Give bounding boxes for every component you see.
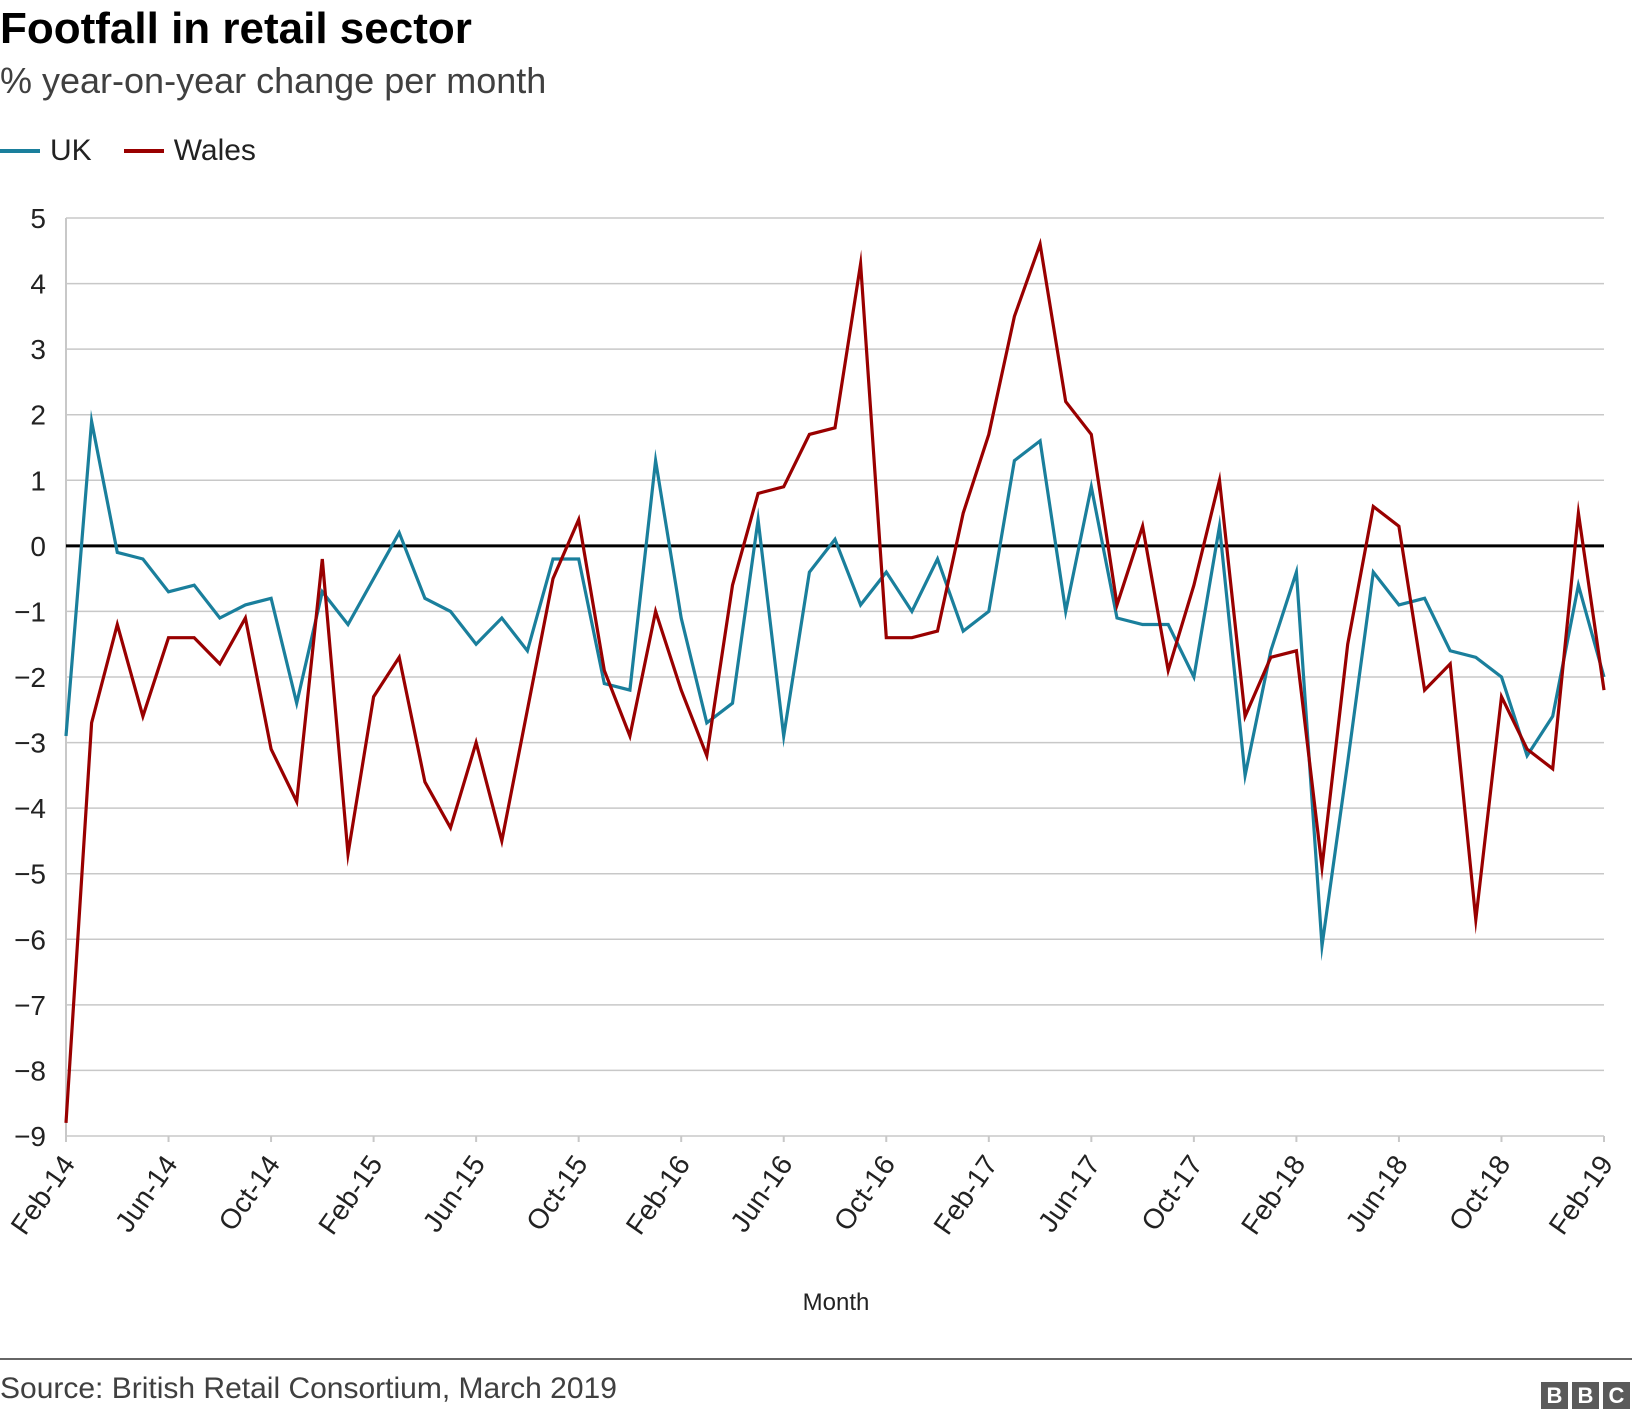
x-tick-label: Oct-14 (212, 1150, 286, 1237)
x-tick-label: Jun-18 (1339, 1150, 1414, 1238)
chart-subtitle: % year-on-year change per month (0, 60, 547, 101)
y-tick-label: 1 (30, 465, 46, 496)
y-tick-label: −4 (14, 793, 46, 824)
x-tick-label: Oct-18 (1443, 1150, 1517, 1237)
x-tick-label: Feb-17 (927, 1150, 1003, 1240)
gridlines (65, 217, 1604, 1137)
series-line-uk (64, 409, 1606, 962)
y-tick-label: 0 (30, 531, 46, 562)
y-tick-label: −8 (14, 1055, 46, 1086)
y-tick-label: 3 (30, 334, 46, 365)
y-tick-label: −2 (14, 662, 46, 693)
x-axis-label: Month (803, 1289, 870, 1316)
x-tick-label: Feb-14 (5, 1150, 81, 1240)
x-tick-label: Oct-15 (520, 1150, 594, 1237)
x-tick-label: Feb-19 (1543, 1150, 1619, 1240)
footer-divider (0, 1358, 1632, 1360)
x-tick-label: Jun-14 (109, 1150, 184, 1238)
series-lines (64, 237, 1606, 1124)
logo-letter: C (1603, 1382, 1630, 1409)
x-tick-label: Oct-17 (1135, 1150, 1209, 1237)
bbc-logo: B B C (1541, 1382, 1630, 1409)
y-tick-label: −3 (14, 728, 46, 759)
x-tick-label: Feb-15 (312, 1150, 388, 1240)
x-tick-label: Feb-16 (620, 1150, 696, 1240)
x-tick-label: Jun-15 (417, 1150, 492, 1238)
source-note: Source: British Retail Consortium, March… (0, 1372, 617, 1405)
y-tick-label: −5 (14, 859, 46, 890)
x-tick-label: Jun-17 (1032, 1150, 1107, 1238)
legend-item-wales: Wales (123, 134, 256, 168)
legend-label-wales: Wales (173, 134, 256, 167)
y-tick-label: 2 (30, 400, 46, 431)
y-tick-label: −1 (14, 596, 46, 627)
legend-item-uk: UK (0, 134, 92, 168)
line-chart: 5 4 3 2 1 0 −1 −2 −3 −4 −5 −6 −7 −8 −9 Feb-14 Jun-14 Oct… (5, 203, 1619, 1316)
logo-letter: B (1572, 1382, 1599, 1409)
y-axis-ticks: 5 4 3 2 1 0 −1 −2 −3 −4 −5 −6 −7 −8 −9 (14, 203, 46, 1152)
logo-letter: B (1541, 1382, 1568, 1409)
x-axis-ticks: Feb-14 Jun-14 Oct-14 Feb-15 Jun-15 Oct-15 Feb-… (5, 1136, 1619, 1240)
legend-swatch-uk (0, 149, 40, 153)
legend: UK Wales (0, 134, 288, 168)
x-tick-label: Feb-18 (1235, 1150, 1311, 1240)
y-tick-label: 4 (30, 269, 46, 300)
chart-title: Footfall in retail sector (0, 4, 472, 53)
y-tick-label: −9 (14, 1121, 46, 1152)
x-tick-label: Jun-16 (724, 1150, 799, 1238)
y-tick-label: −6 (14, 924, 46, 955)
legend-label-uk: UK (50, 134, 92, 167)
x-tick-label: Oct-16 (828, 1150, 902, 1237)
legend-swatch-wales (123, 149, 164, 153)
y-tick-label: −7 (14, 990, 46, 1021)
y-tick-label: 5 (30, 203, 46, 234)
series-line-wales (64, 237, 1606, 1124)
